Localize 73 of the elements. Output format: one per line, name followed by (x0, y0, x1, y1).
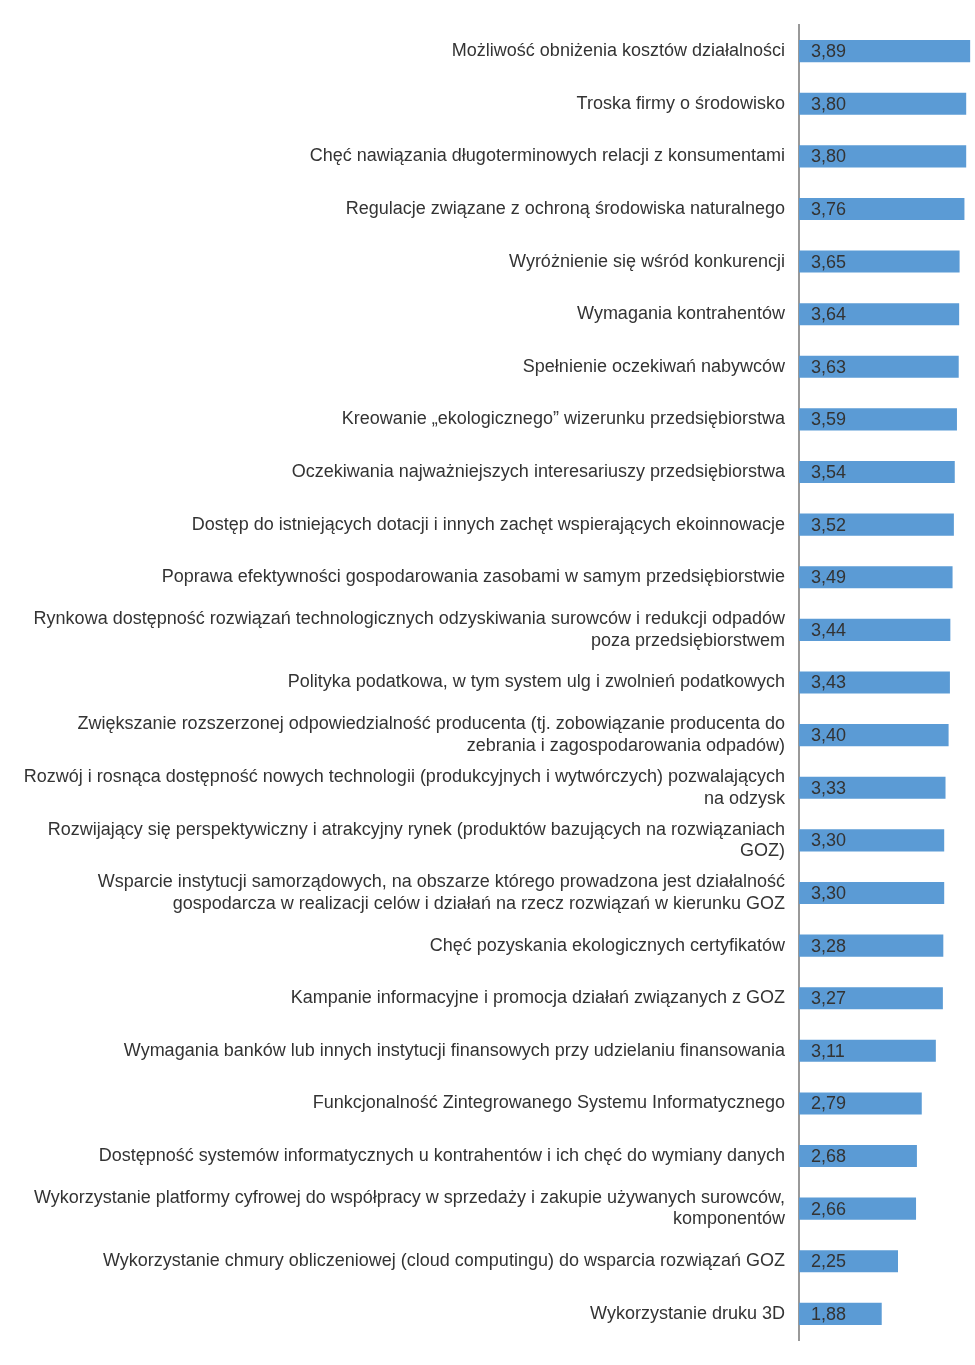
y-tick-label: Troska firmy o środowisko (576, 92, 785, 113)
bar (799, 618, 951, 641)
bar (799, 513, 954, 536)
bar (799, 40, 971, 63)
y-tick-label: Kreowanie „ekologicznego” wizerunku przedsiębiorstwa (341, 408, 786, 429)
y-tick-label: Rozwój i rosnąca dostępność nowych technologii (produkcyjnych i wytwórczych) pozwalających na odzysk (23, 765, 786, 808)
data-label: 3,30 (811, 830, 847, 851)
bar (799, 1197, 917, 1220)
data-label: 2,66 (811, 1198, 847, 1219)
data-label: 3,80 (811, 146, 847, 167)
bar (799, 1092, 922, 1115)
y-tick-label: Dostępność systemów informatycznych u kontrahentów i ich chęć do wymiany danych (98, 1145, 785, 1166)
bar (799, 566, 953, 589)
data-label: 3,76 (811, 198, 847, 219)
bar (799, 987, 943, 1010)
y-tick-label: Chęć pozyskania ekologicznych certyfikatów (429, 934, 786, 955)
bar (799, 671, 950, 694)
y-tick-label: Chęć nawiązania długoterminowych relacji z konsumentami (309, 145, 785, 166)
y-tick-label: Możliwość obniżenia kosztów działalności (451, 40, 785, 61)
bar (799, 881, 945, 905)
y-tick-label: Wymagania banków lub innych instytucji finansowych przy udzielaniu finansowania (123, 1039, 786, 1060)
bar (799, 829, 945, 852)
data-label: 3,59 (811, 409, 847, 430)
y-tick-label: Wsparcie instytucji samorządowych, na obszarze którego prowadzona jest działalność gospodarcza w realizacji celów i działań na rzecz rozwiązań w kierunku GOZ (97, 871, 785, 913)
data-label: 3,40 (811, 725, 847, 746)
bar (799, 303, 960, 326)
bar (799, 460, 955, 484)
data-label: 3,64 (811, 304, 847, 325)
y-tick-label: Wykorzystanie druku 3D (590, 1302, 785, 1323)
data-label: 2,79 (811, 1093, 847, 1114)
bar (799, 145, 967, 168)
data-label: 3,65 (811, 251, 847, 272)
data-label: 3,11 (811, 1040, 845, 1061)
data-label: 3,28 (811, 935, 847, 956)
y-tick-label: Regulacje związane z ochroną środowiska naturalnego (345, 197, 785, 218)
bar (799, 1144, 917, 1168)
data-label: 3,27 (811, 988, 847, 1009)
y-tick-label: Kampanie informacyjne i promocja działań związanych z GOZ (290, 987, 785, 1008)
y-tick-label: Polityka podatkowa, w tym system ulg i zwolnień podatkowych (287, 671, 785, 692)
y-tick-label: Funkcjonalność Zintegrowanego Systemu Informatycznego (312, 1092, 785, 1113)
data-label: 2,68 (811, 1146, 847, 1167)
data-label: 3,52 (811, 514, 847, 535)
y-tick-label: Zwiększanie rozszerzonej odpowiedzialność producenta (tj. zobowiązanie producenta do zebrania i zagospodarowania odpadów) (77, 713, 785, 755)
data-label: 3,63 (811, 356, 847, 377)
bar (799, 355, 959, 378)
y-tick-label: Rynkowa dostępność rozwiązań technologicznych odzyskiwania surowców i redukcji odpadów poza przedsiębiorstwem (33, 608, 786, 650)
bar (799, 776, 946, 799)
data-label: 3,33 (811, 777, 847, 798)
data-label: 3,44 (811, 619, 847, 640)
data-label: 2,25 (811, 1251, 847, 1272)
data-label: 3,43 (811, 672, 847, 693)
bar (799, 197, 965, 221)
y-tick-label: Dostęp do istniejących dotacji i innych zachęt wspierających ekoinnowacje (191, 513, 785, 534)
bar (799, 934, 944, 957)
data-label: 3,49 (811, 567, 847, 588)
y-tick-label: Oczekiwania najważniejszych interesariuszy przedsiębiorstwa (291, 461, 786, 481)
bar (799, 250, 960, 273)
bar (799, 724, 949, 747)
bar (799, 92, 967, 115)
y-tick-label: Wymagania kontrahentów (577, 303, 786, 324)
data-label: 3,80 (811, 93, 847, 114)
bar (799, 1039, 936, 1062)
data-label: 3,54 (811, 462, 847, 482)
y-tick-label: Wykorzystanie platformy cyfrowej do współpracy w sprzedaży i zakupie używanych surowców, komponentów (33, 1186, 786, 1229)
y-tick-label: Wyróżnienie się wśród konkurencji (509, 250, 785, 271)
data-label: 3,89 (811, 41, 847, 62)
y-tick-label: Spełnienie oczekiwań nabywców (522, 355, 786, 376)
data-label: 3,30 (811, 882, 847, 903)
y-tick-label: Poprawa efektywności gospodarowania zasobami w samym przedsiębiorstwie (161, 566, 785, 587)
data-label: 1,88 (811, 1303, 847, 1324)
y-tick-label: Wykorzystanie chmury obliczeniowej (cloud computingu) do wsparcia rozwiązań GOZ (102, 1250, 785, 1271)
y-tick-label: Rozwijający się perspektywiczny i atrakcyjny rynek (produktów bazujących na rozwiązaniach GOZ) (47, 818, 785, 861)
bar (799, 408, 957, 431)
